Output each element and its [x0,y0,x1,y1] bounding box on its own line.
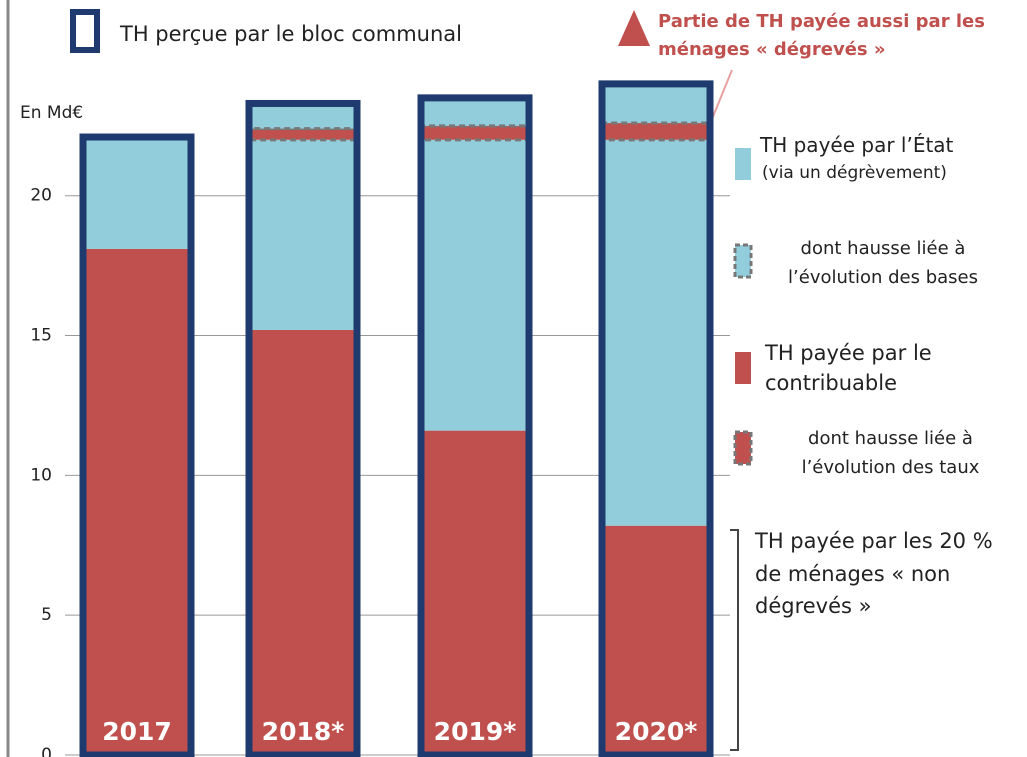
bar-outline [79,133,195,757]
annotation: Partie de TH payée aussi par les ménages… [658,11,985,60]
bar-segment [600,82,712,125]
y-tick-label: 20 [30,186,52,206]
y-tick-label: 10 [30,465,52,485]
bar-outline [598,80,714,757]
y-tick-label: 5 [41,605,52,625]
bracket-label: TH payée par les 20 % de ménages « non d… [755,529,993,619]
bracket [730,529,739,751]
bar-segment [247,101,359,131]
bar-segment [421,139,529,431]
bar-segment [600,121,712,142]
legend-label: TH payée par l’État [760,133,954,157]
legend-swatch [735,352,751,384]
y-label: En Md€ [20,103,83,123]
legend-label: TH payée par le contribuable [765,341,932,396]
bar-segment [83,137,191,249]
bar-outline [245,99,361,757]
annotation-arrow [709,69,733,125]
bar-segment [249,329,357,755]
legend-swatch [733,430,753,466]
x-tick-label: 2017 [102,717,172,746]
bar-segment [421,430,529,755]
x-tick-label: 2020* [615,717,698,746]
legend-label: dont hausse liée à l’évolution des bases [788,238,978,288]
legend-swatch [735,148,751,180]
bar-segment [419,124,531,142]
warning-icon [618,10,650,46]
legend-swatch [733,243,753,279]
bar-segment [419,96,531,128]
legend-swatch [70,9,100,53]
bar-segment [247,127,359,142]
bar-segment [602,525,710,755]
x-tick-label: 2018* [262,717,345,746]
legend-title: TH perçue par le bloc communal [119,22,462,46]
legend-label: dont hausse liée à l’évolution des taux [801,428,980,478]
bar-segment [249,139,357,330]
bar-segment [83,248,191,756]
y-tick-label: 0 [41,745,52,757]
bar-outline [417,94,533,757]
legend-note: (via un dégrèvement) [762,163,947,183]
y-tick-label: 15 [30,326,52,346]
x-tick-label: 2019* [434,717,517,746]
bar-segment [602,139,710,526]
